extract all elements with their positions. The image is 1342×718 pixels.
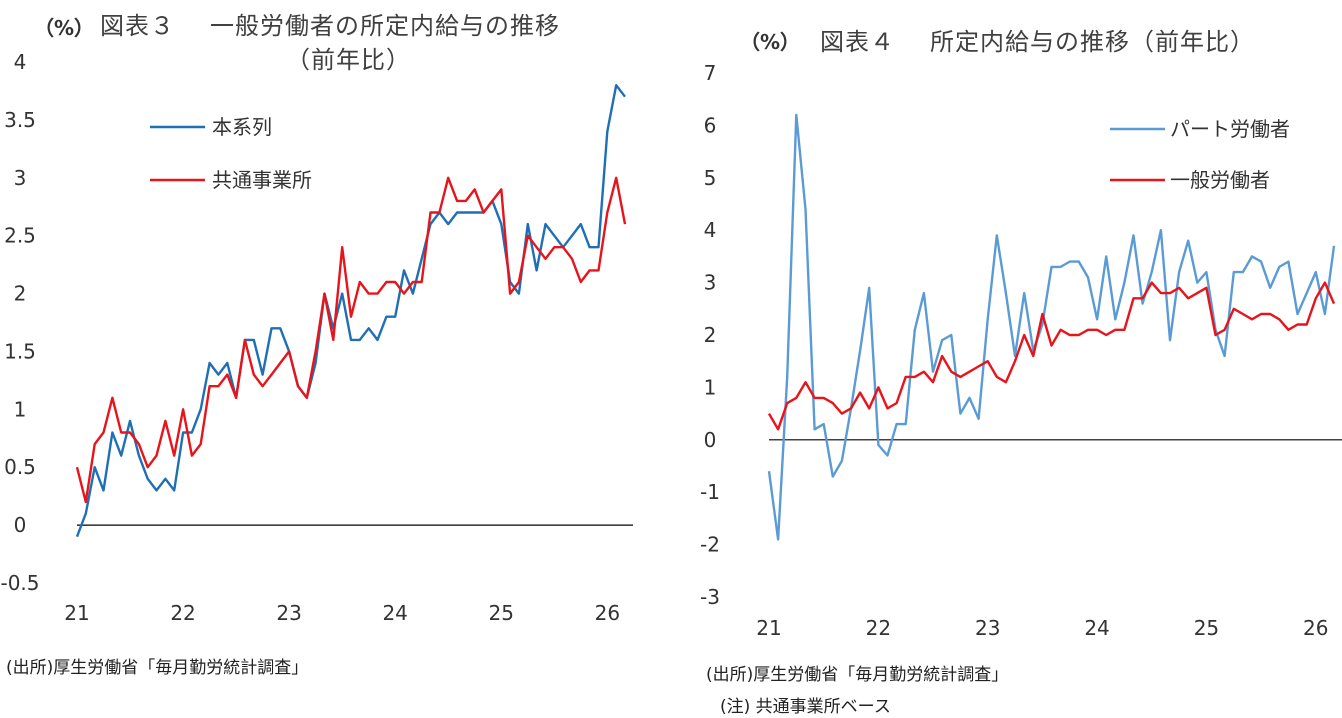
chart-title: 所定内給与の推移（前年比） xyxy=(930,28,1255,56)
chart-subtitle: （前年比） xyxy=(286,46,411,74)
legend-label: 一般労働者 xyxy=(1170,168,1270,192)
series-line-1 xyxy=(75,83,626,538)
legend-label: 本系列 xyxy=(212,115,272,139)
y-tick-label: 2 xyxy=(14,282,27,306)
y-tick-label: 1 xyxy=(704,375,717,399)
y-tick-label: 1.5 xyxy=(4,339,36,363)
y-tick-label: -3 xyxy=(700,585,720,609)
y-unit-label: （%） xyxy=(34,16,95,40)
figure-label: 図表４ xyxy=(820,28,895,56)
y-unit-label: （%） xyxy=(740,30,801,54)
y-tick-label: 1 xyxy=(14,397,27,421)
legend-label: パート労働者 xyxy=(1170,117,1290,141)
chart-title: 一般労働者の所定内給与の推移 xyxy=(210,12,560,40)
y-tick-label: 0.5 xyxy=(4,455,36,479)
y-tick-label: -0.5 xyxy=(0,571,39,595)
series-line-2 xyxy=(75,176,627,504)
y-tick-label: 6 xyxy=(704,113,717,137)
x-tick-label: 25 xyxy=(489,601,514,625)
x-tick-label: 24 xyxy=(382,601,407,625)
x-tick-label: 26 xyxy=(595,601,620,625)
y-tick-label: -1 xyxy=(700,480,720,504)
x-tick-label: 21 xyxy=(64,601,89,625)
chart-panel-fig3: （%） 図表３ 一般労働者の所定内給与の推移 （前年比） 4 3.5 3 2.5 2 1.… xyxy=(0,0,650,718)
y-tick-label: 3.5 xyxy=(4,108,36,132)
x-tick-label: 26 xyxy=(1303,616,1328,640)
source-note: (出所)厚生労働省「毎月勤労統計調査」 xyxy=(706,665,1009,685)
chart-plot-fig3: 4 3.5 3 2.5 2 1.5 1 0.5 0 -0.5 21 22 23 24 25 26 本系列共通事業… xyxy=(0,50,633,625)
y-tick-label: 7 xyxy=(704,61,717,85)
source-note: (出所)厚生労働省「毎月勤労統計調査」 xyxy=(6,658,309,678)
y-tick-label: 5 xyxy=(704,166,717,190)
y-tick-label: 4 xyxy=(14,50,27,74)
x-tick-label: 21 xyxy=(756,616,781,640)
x-tick-label: 23 xyxy=(975,616,1000,640)
footnote: (注) 共通事業所ベース xyxy=(720,697,891,717)
legend-label: 共通事業所 xyxy=(212,168,312,192)
series-line-1 xyxy=(767,113,1336,541)
x-tick-label: 24 xyxy=(1084,616,1109,640)
x-tick-label: 22 xyxy=(170,601,195,625)
y-tick-label: 2.5 xyxy=(4,224,36,248)
y-tick-label: 2 xyxy=(704,323,717,347)
y-tick-label: 0 xyxy=(704,428,717,452)
y-tick-label: 3 xyxy=(14,166,27,190)
chart-panel-fig4: （%） 図表４ 所定内給与の推移（前年比） 7 6 5 4 3 2 1 0 -1 -2 -3 21 22… xyxy=(690,0,1342,718)
y-tick-label: 4 xyxy=(704,218,717,242)
series-line-2 xyxy=(767,281,1336,431)
x-tick-label: 25 xyxy=(1194,616,1219,640)
figure-label: 図表３ xyxy=(100,12,175,40)
y-tick-label: -2 xyxy=(700,533,720,557)
x-tick-label: 23 xyxy=(276,601,301,625)
x-tick-label: 22 xyxy=(866,616,891,640)
y-tick-label: 3 xyxy=(704,271,717,295)
y-tick-label: 0 xyxy=(14,513,27,537)
